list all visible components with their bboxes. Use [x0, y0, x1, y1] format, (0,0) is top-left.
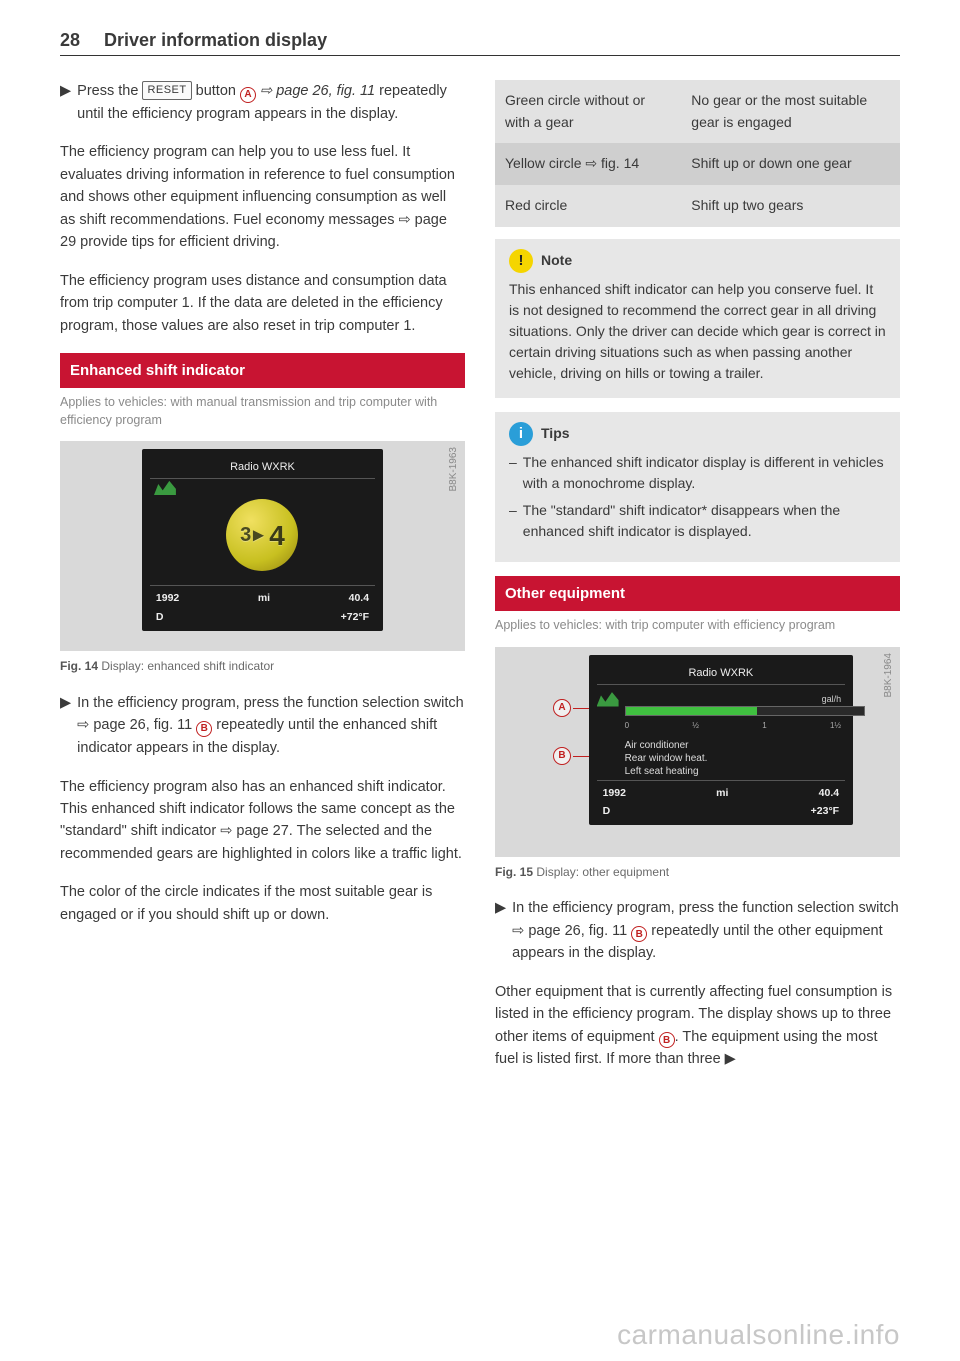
triangle-icon: ▶ — [60, 80, 71, 125]
subsection-title: Other equipment — [495, 576, 900, 611]
marker-a-icon: A — [240, 87, 256, 103]
right-column: Green circle without or with a gearNo ge… — [495, 80, 900, 1087]
body-paragraph: The efficiency program uses distance and… — [60, 270, 465, 337]
body-paragraph: The color of the circle indicates if the… — [60, 881, 465, 926]
screen-header: Radio WXRK — [150, 457, 375, 479]
gear-circle: 3▸4 — [226, 499, 298, 571]
marker-b-icon: B — [659, 1032, 675, 1048]
screen-header: Radio WXRK — [597, 663, 846, 685]
table-row: Green circle without or with a gearNo ge… — [495, 80, 900, 143]
tips-list: –The enhanced shift indicator display is… — [509, 452, 886, 542]
step-text: Press the RESET button A ⇨ page 26, fig.… — [77, 80, 465, 125]
body-paragraph: Other equipment that is currently affect… — [495, 981, 900, 1071]
table-row: Yellow circle ⇨ fig. 14Shift up or down … — [495, 143, 900, 185]
screen-footer: 1992mi40.4 D+72°F — [150, 585, 375, 625]
figure-code: B8K-1963 — [446, 447, 462, 491]
callout-title: Note — [541, 250, 572, 271]
marker-b-icon: B — [631, 926, 647, 942]
marker-b-icon: B — [196, 721, 212, 737]
dashboard-screen: Radio WXRK gal/h 0 ½ 1 1½ Air conditione… — [589, 655, 854, 826]
triangle-icon: ▶ — [495, 897, 506, 965]
info-icon: i — [509, 422, 533, 446]
instruction-step: ▶ In the efficiency program, press the f… — [60, 692, 465, 760]
instruction-step: ▶ In the efficiency program, press the f… — [495, 897, 900, 965]
reset-key: RESET — [142, 81, 191, 100]
gear-gauge: 3▸4 — [150, 485, 375, 585]
dashboard-screen: Radio WXRK 3▸4 1992mi40.4 D+72°F — [142, 449, 383, 631]
table-row: Red circleShift up two gears — [495, 185, 900, 227]
left-column: ▶ Press the RESET button A ⇨ page 26, fi… — [60, 80, 465, 1087]
step-text: In the efficiency program, press the fun… — [512, 897, 900, 965]
tips-callout: i Tips –The enhanced shift indicator dis… — [495, 412, 900, 562]
page-number: 28 — [60, 30, 80, 51]
signal-icon — [154, 479, 176, 495]
body-paragraph: The efficiency program can help you to u… — [60, 141, 465, 253]
instruction-step: ▶ Press the RESET button A ⇨ page 26, fi… — [60, 80, 465, 125]
figure-15: B8K-1964 A B Radio WXRK gal/h 0 ½ 1 1½ — [495, 647, 900, 857]
figure-caption: Fig. 14 Display: enhanced shift indicato… — [60, 657, 465, 676]
marker-b-icon: B — [553, 747, 571, 765]
content-columns: ▶ Press the RESET button A ⇨ page 26, fi… — [60, 80, 900, 1087]
figure-caption: Fig. 15 Display: other equipment — [495, 863, 900, 882]
figure-14: B8K-1963 Radio WXRK 3▸4 1992mi40.4 D+72°… — [60, 441, 465, 651]
page-header: 28 Driver information display — [60, 30, 900, 56]
applies-note: Applies to vehicles: with trip computer … — [495, 617, 900, 635]
figure-code: B8K-1964 — [881, 653, 897, 697]
note-callout: ! Note This enhanced shift indicator can… — [495, 239, 900, 398]
section-title: Driver information display — [104, 30, 327, 51]
callout-body: This enhanced shift indicator can help y… — [509, 279, 886, 384]
triangle-icon: ▶ — [60, 692, 71, 760]
note-icon: ! — [509, 249, 533, 273]
equipment-list: Air conditioner Rear window heat. Left s… — [625, 739, 842, 778]
applies-note: Applies to vehicles: with manual transmi… — [60, 394, 465, 429]
subsection-title: Enhanced shift indicator — [60, 353, 465, 388]
color-meaning-table: Green circle without or with a gearNo ge… — [495, 80, 900, 227]
callout-title: Tips — [541, 423, 570, 444]
screen-footer: 1992mi40.4 D+23°F — [597, 780, 846, 820]
step-text: In the efficiency program, press the fun… — [77, 692, 465, 760]
watermark: carmanualsonline.info — [617, 1319, 900, 1351]
body-paragraph: The efficiency program also has an enhan… — [60, 776, 465, 866]
marker-a-icon: A — [553, 699, 571, 717]
consumption-bar — [625, 706, 866, 716]
